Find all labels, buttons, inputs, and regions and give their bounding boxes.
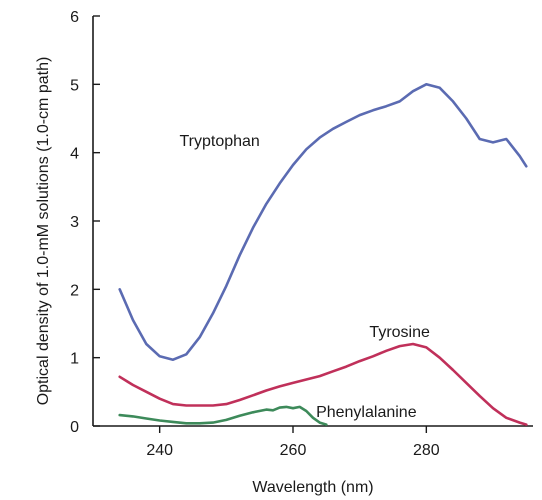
y-tick-label: 6 <box>70 9 79 26</box>
phenylalanine-series-line <box>118 405 328 426</box>
axes <box>92 16 533 427</box>
x-axis-label: Wavelength (nm) <box>252 479 373 496</box>
tryptophan-series-line <box>118 83 528 361</box>
y-tick-label: 3 <box>70 214 79 231</box>
y-tick-label: 0 <box>70 419 79 436</box>
y-axis-label: Optical density of 1.0-mM solutions (1.0… <box>35 57 52 406</box>
tick-marks: 0 1 2 3 4 5 6 240 260 280 <box>70 9 440 459</box>
tryptophan-label: Tryptophan <box>179 133 259 150</box>
x-tick-label: 240 <box>146 442 173 459</box>
series-layer <box>118 83 528 426</box>
phenylalanine-label: Phenylalanine <box>316 404 417 421</box>
y-tick-label: 4 <box>70 146 79 163</box>
y-tick-label: 5 <box>70 77 79 94</box>
y-tick-label: 1 <box>70 351 79 368</box>
x-tick-label: 280 <box>413 442 440 459</box>
y-tick-label: 2 <box>70 282 79 299</box>
x-tick-label: 260 <box>280 442 307 459</box>
series-labels: Tryptophan Tyrosine Phenylalanine <box>179 133 430 421</box>
tyrosine-label: Tyrosine <box>369 324 430 341</box>
tyrosine-series-line <box>118 342 528 426</box>
